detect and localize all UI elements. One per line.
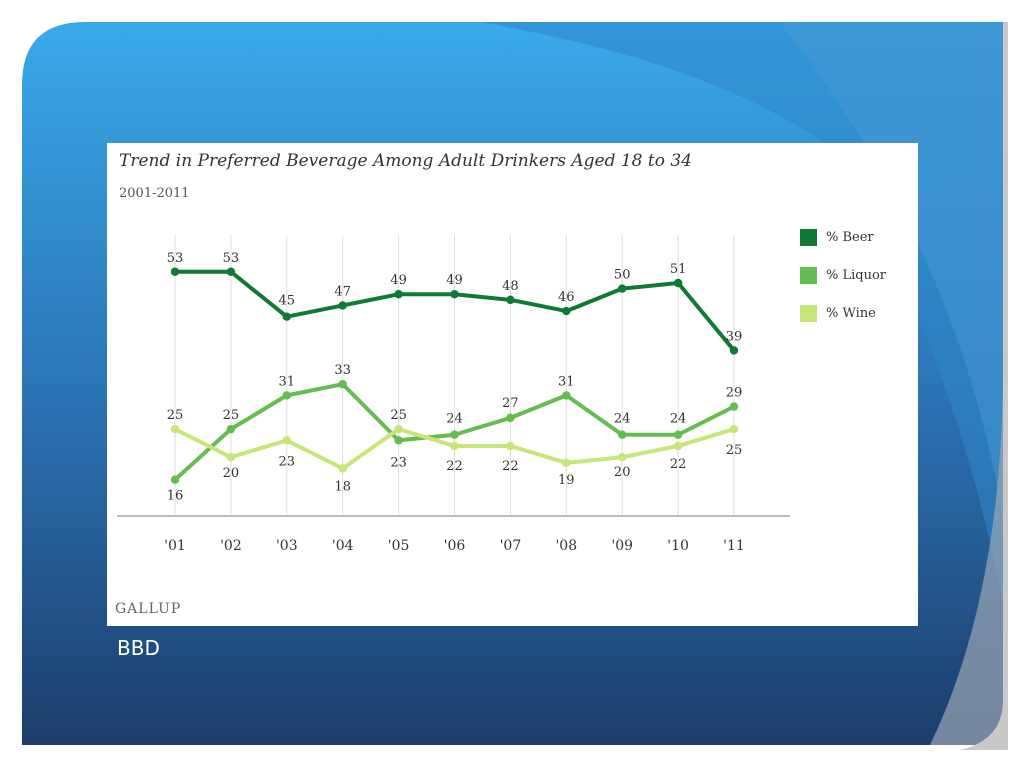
data-label: 33	[334, 363, 351, 378]
data-point	[170, 267, 180, 276]
data-label: 29	[726, 386, 743, 401]
data-label: 23	[390, 455, 407, 470]
x-tick-label: '06	[444, 538, 466, 554]
data-point	[170, 475, 180, 484]
legend-item: % Liquor	[800, 266, 886, 285]
chart-subtitle: 2001-2011	[119, 186, 190, 201]
data-label: 25	[167, 408, 184, 423]
data-point	[450, 290, 459, 299]
line-chart: '01 '02 '03 '04 '05 '06 '07 '08 '09 '10 '11 53 53 45…	[117, 235, 790, 554]
data-label: 49	[390, 273, 407, 288]
data-point	[338, 464, 347, 473]
chart-card: Trend in Preferred Beverage Among Adult …	[107, 143, 918, 626]
data-point	[618, 284, 627, 293]
data-label: 24	[670, 412, 687, 427]
data-point	[282, 436, 291, 445]
data-point	[338, 379, 347, 389]
data-point	[506, 441, 515, 451]
data-point	[226, 453, 236, 462]
gallup-logo: GALLUP	[115, 601, 182, 617]
x-tick-label: '05	[388, 538, 410, 554]
data-label: 39	[726, 329, 743, 344]
data-label: 22	[502, 459, 519, 474]
data-label: 23	[279, 454, 296, 469]
x-tick-label: '02	[220, 538, 242, 554]
legend-label: % Beer	[826, 230, 874, 245]
legend-label: % Liquor	[826, 268, 887, 283]
data-label: 22	[446, 459, 463, 474]
data-point	[562, 391, 571, 400]
data-point	[450, 430, 459, 439]
x-tick-label: '09	[611, 538, 633, 554]
data-label: 45	[279, 294, 296, 309]
x-tick-label: '04	[332, 538, 354, 554]
data-point	[618, 430, 627, 439]
x-tick-label: '08	[555, 538, 577, 554]
data-point	[394, 436, 403, 445]
chart-title: Trend in Preferred Beverage Among Adult …	[119, 151, 693, 171]
data-point	[338, 301, 347, 310]
data-label: 24	[446, 412, 463, 427]
series-lines	[170, 267, 739, 484]
data-label: 27	[502, 396, 519, 411]
data-point	[729, 424, 739, 434]
data-label: 18	[334, 479, 351, 494]
data-point	[394, 290, 403, 299]
data-label: 24	[614, 412, 631, 427]
legend-item: % Wine	[800, 304, 886, 323]
data-point	[562, 458, 571, 468]
data-point	[562, 306, 571, 316]
data-label: 50	[614, 268, 631, 283]
legend-swatch	[800, 229, 817, 246]
x-tick-label: '01	[164, 538, 186, 554]
data-point	[282, 391, 291, 400]
x-axis: '01 '02 '03 '04 '05 '06 '07 '08 '09 '10 '11	[117, 515, 790, 554]
data-label: 25	[726, 443, 743, 458]
data-point	[170, 424, 180, 434]
data-label: 19	[558, 473, 575, 488]
legend-label: % Wine	[826, 306, 876, 321]
data-point	[394, 424, 403, 434]
data-label: 16	[167, 489, 184, 504]
data-point	[729, 402, 739, 411]
data-point	[226, 424, 236, 434]
data-point	[673, 278, 683, 288]
data-labels: 53 53 45 47 49 49 48 46 50 51 39 16 25 31 33 23 24 27 31 24…	[167, 251, 743, 504]
data-label: 48	[502, 279, 519, 294]
data-point	[506, 295, 515, 305]
x-tick-label: '07	[500, 538, 522, 554]
slide-caption: BBD	[117, 636, 160, 660]
data-label: 31	[558, 374, 575, 389]
x-tick-label: '10	[667, 538, 689, 554]
data-point	[282, 312, 291, 321]
data-label: 51	[670, 262, 687, 277]
data-label: 53	[223, 251, 240, 266]
data-label: 47	[334, 284, 351, 299]
data-label: 20	[223, 466, 240, 481]
data-point	[673, 441, 683, 451]
legend-swatch	[800, 305, 817, 322]
data-label: 20	[614, 465, 631, 480]
data-label: 25	[390, 408, 407, 423]
data-label: 25	[223, 408, 240, 423]
legend-swatch	[800, 267, 817, 284]
data-point	[673, 430, 683, 439]
data-point	[226, 267, 236, 276]
data-point	[450, 441, 459, 451]
data-label: 22	[670, 457, 687, 472]
data-label: 49	[446, 273, 463, 288]
x-tick-label: '11	[723, 538, 745, 554]
legend: % Beer % Liquor % Wine	[800, 228, 886, 342]
data-label: 53	[167, 251, 184, 266]
data-label: 46	[558, 290, 575, 305]
data-label: 31	[279, 374, 296, 389]
data-point	[729, 346, 739, 355]
data-point	[506, 413, 515, 423]
legend-item: % Beer	[800, 228, 886, 247]
x-tick-label: '03	[276, 538, 298, 554]
data-point	[618, 453, 627, 462]
